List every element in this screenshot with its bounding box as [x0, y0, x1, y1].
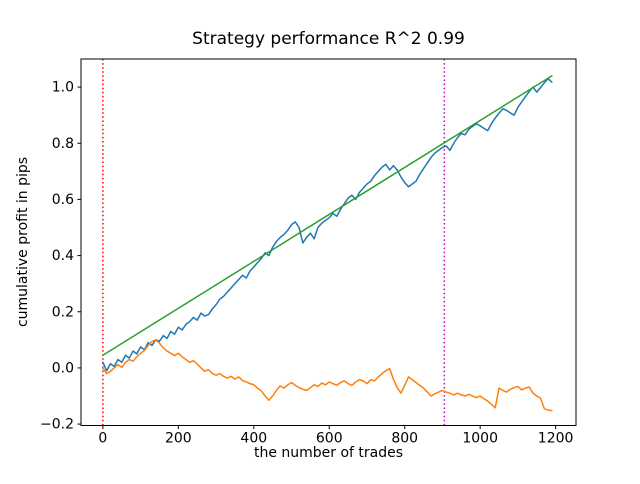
counter-strategy-line	[102, 339, 553, 412]
series-group	[102, 75, 553, 412]
x-tick-label: 1000	[462, 431, 498, 447]
plot-border	[80, 58, 577, 426]
x-axis-label: the number of trades	[254, 445, 403, 461]
y-tick-label: 0.4	[52, 248, 74, 264]
x-tick-label: 200	[165, 431, 192, 447]
y-tick-label: 0.6	[52, 192, 74, 208]
vlines-group	[102, 59, 446, 426]
linear-fit-line	[102, 75, 553, 357]
chart-title: Strategy performance R^2 0.99	[192, 29, 465, 49]
x-tick-label: 0	[98, 431, 107, 447]
x-tick-label: 400	[240, 431, 267, 447]
cumulative-profit-line	[102, 77, 553, 372]
x-ticks-group: 0 200 400 600 800 1000 1200	[98, 425, 574, 447]
y-tick-label: 1.0	[52, 80, 74, 96]
y-tick-label: 0.2	[52, 304, 74, 320]
y-axis-label: cumulative profit in pips	[15, 157, 31, 327]
y-tick-label: −0.2	[40, 417, 74, 433]
x-tick-label: 1200	[538, 431, 574, 447]
x-tick-label: 600	[316, 431, 343, 447]
y-tick-label: 0.8	[52, 136, 74, 152]
y-tick-label: 0.0	[52, 360, 74, 376]
x-tick-label: 800	[391, 431, 418, 447]
y-ticks-group: −0.2 0.0 0.2 0.4 0.6 0.8 1.0	[40, 80, 81, 433]
